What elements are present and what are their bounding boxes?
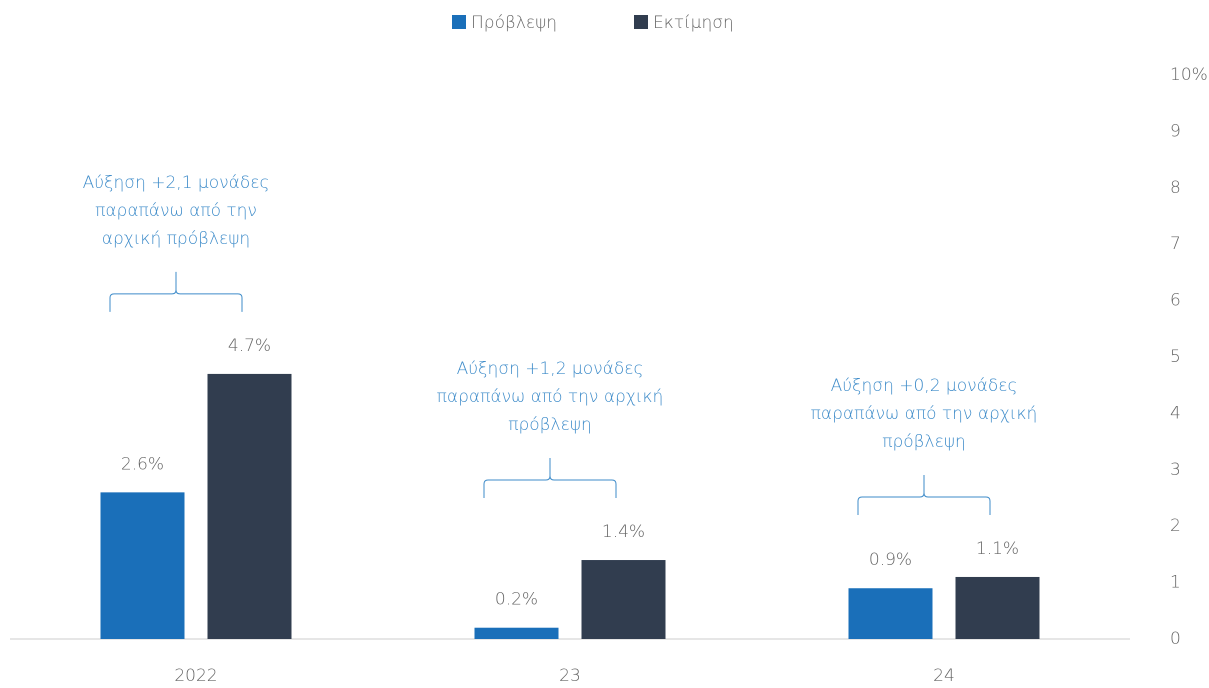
y-tick-label: 7: [1170, 234, 1181, 254]
y-tick-label: 4: [1170, 403, 1181, 423]
x-tick-label: 23: [559, 666, 581, 686]
annotation: αρχική πρόβλεψη: [102, 229, 250, 249]
bar: [474, 627, 559, 639]
x-tick-label: 24: [933, 666, 955, 686]
y-tick-label: 3: [1170, 460, 1181, 480]
bar: [581, 560, 666, 639]
bracket: [109, 271, 243, 312]
annotation: πρόβλεψη: [508, 415, 592, 435]
bar: [848, 588, 933, 639]
y-tick-label: 2: [1170, 516, 1181, 536]
value-label: 0.2%: [495, 590, 538, 610]
annotation: παραπάνω από την αρχική: [811, 404, 1038, 424]
value-label: 1.4%: [602, 522, 645, 542]
legend-swatch: [634, 15, 648, 29]
y-tick-label: 10%: [1170, 65, 1208, 85]
legend-swatch: [452, 15, 466, 29]
legend-label: Πρόβλεψη: [471, 13, 557, 33]
y-tick-label: 6: [1170, 291, 1181, 311]
value-label: 4.7%: [228, 336, 271, 356]
value-label: 2.6%: [121, 454, 164, 474]
y-tick-label: 1: [1170, 573, 1181, 593]
bar: [207, 373, 292, 639]
y-tick-label: 8: [1170, 178, 1181, 198]
annotation: παραπάνω από την αρχική: [437, 387, 664, 407]
y-tick-label: 9: [1170, 121, 1181, 141]
y-tick-label: 5: [1170, 347, 1181, 367]
bar: [955, 576, 1040, 639]
value-label: 1.1%: [976, 539, 1019, 559]
annotation: Αύξηση +0,2 μονάδες: [831, 376, 1018, 396]
bar: [100, 492, 185, 639]
x-tick-label: 2022: [174, 666, 217, 686]
legend-label: Εκτίμηση: [653, 13, 734, 33]
value-label: 0.9%: [869, 550, 912, 570]
annotation: Αύξηση +2,1 μονάδες: [83, 173, 270, 193]
annotation: Αύξηση +1,2 μονάδες: [457, 359, 644, 379]
y-tick-label: 0: [1170, 629, 1181, 649]
bracket: [857, 474, 991, 515]
bracket: [483, 458, 617, 499]
annotation: πρόβλεψη: [882, 432, 966, 452]
annotation: παραπάνω από την: [95, 201, 257, 221]
